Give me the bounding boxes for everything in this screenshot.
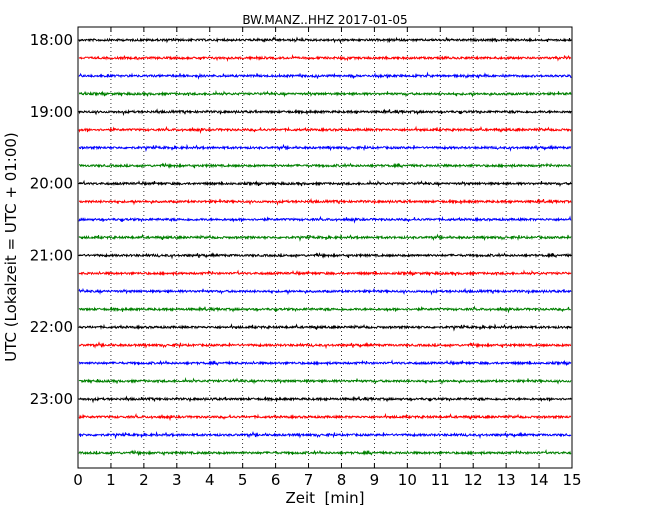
- x-tick-label: 6: [271, 471, 281, 489]
- x-tick-label: 13: [497, 471, 516, 489]
- plot-frame: [77, 26, 573, 469]
- trace-2145: [78, 305, 572, 314]
- trace-2130: [78, 287, 572, 296]
- x-tick-label: 2: [139, 471, 149, 489]
- x-tick-label: 11: [431, 471, 450, 489]
- chart-title: BW.MANZ..HHZ 2017-01-05: [242, 13, 407, 27]
- x-tick-label: 7: [304, 471, 314, 489]
- x-tick-label: 12: [464, 471, 483, 489]
- trace-2000: [78, 179, 572, 188]
- vertical-grid: [110, 27, 540, 468]
- x-tick-label: 1: [106, 471, 116, 489]
- y-tick-label: 20:00: [30, 175, 73, 193]
- x-tick-label: 14: [530, 471, 549, 489]
- x-axis-title: Zeit [min]: [285, 489, 364, 507]
- trace-1900: [78, 108, 572, 117]
- trace-2330: [78, 430, 572, 440]
- y-tick-label: 18:00: [30, 31, 73, 49]
- trace-1815: [78, 54, 572, 62]
- trace-1945: [78, 162, 572, 170]
- x-axis: 0 1 2 3 4 5 6 7 8 9 10 11 12 13 14 15: [73, 27, 582, 489]
- x-tick-label: 10: [398, 471, 417, 489]
- y-axis: 18:00 19:00 20:00 21:00 22:00 23:00: [30, 31, 572, 408]
- trace-2245: [78, 377, 572, 385]
- trace-1830: [78, 71, 572, 80]
- x-tick-label: 15: [562, 471, 581, 489]
- trace-2100: [78, 252, 572, 260]
- trace-2345: [78, 448, 572, 457]
- trace-2115: [78, 269, 572, 277]
- x-tick-label: 3: [172, 471, 182, 489]
- trace-2315: [78, 412, 572, 422]
- trace-1845: [78, 89, 572, 98]
- trace-1800: [78, 36, 572, 45]
- trace-group: [78, 36, 572, 457]
- trace-2200: [78, 323, 572, 332]
- trace-2015: [79, 197, 572, 206]
- y-axis-title: UTC (Lokalzeit = UTC + 01:00): [2, 132, 20, 362]
- x-tick-label: 8: [337, 471, 347, 489]
- y-tick-label: 19:00: [30, 103, 73, 121]
- x-tick-label: 5: [238, 471, 248, 489]
- trace-2030: [78, 215, 572, 224]
- trace-2045: [78, 233, 572, 242]
- trace-1930: [78, 143, 572, 153]
- x-tick-label: 0: [73, 471, 83, 489]
- y-tick-label: 21:00: [30, 246, 73, 264]
- trace-1915: [78, 125, 572, 134]
- y-tick-label: 23:00: [30, 390, 73, 408]
- trace-2300: [78, 395, 572, 404]
- trace-2215: [78, 341, 572, 350]
- x-tick-label: 9: [370, 471, 380, 489]
- x-tick-label: 4: [205, 471, 215, 489]
- trace-2230: [78, 359, 572, 367]
- y-tick-label: 22:00: [30, 318, 73, 336]
